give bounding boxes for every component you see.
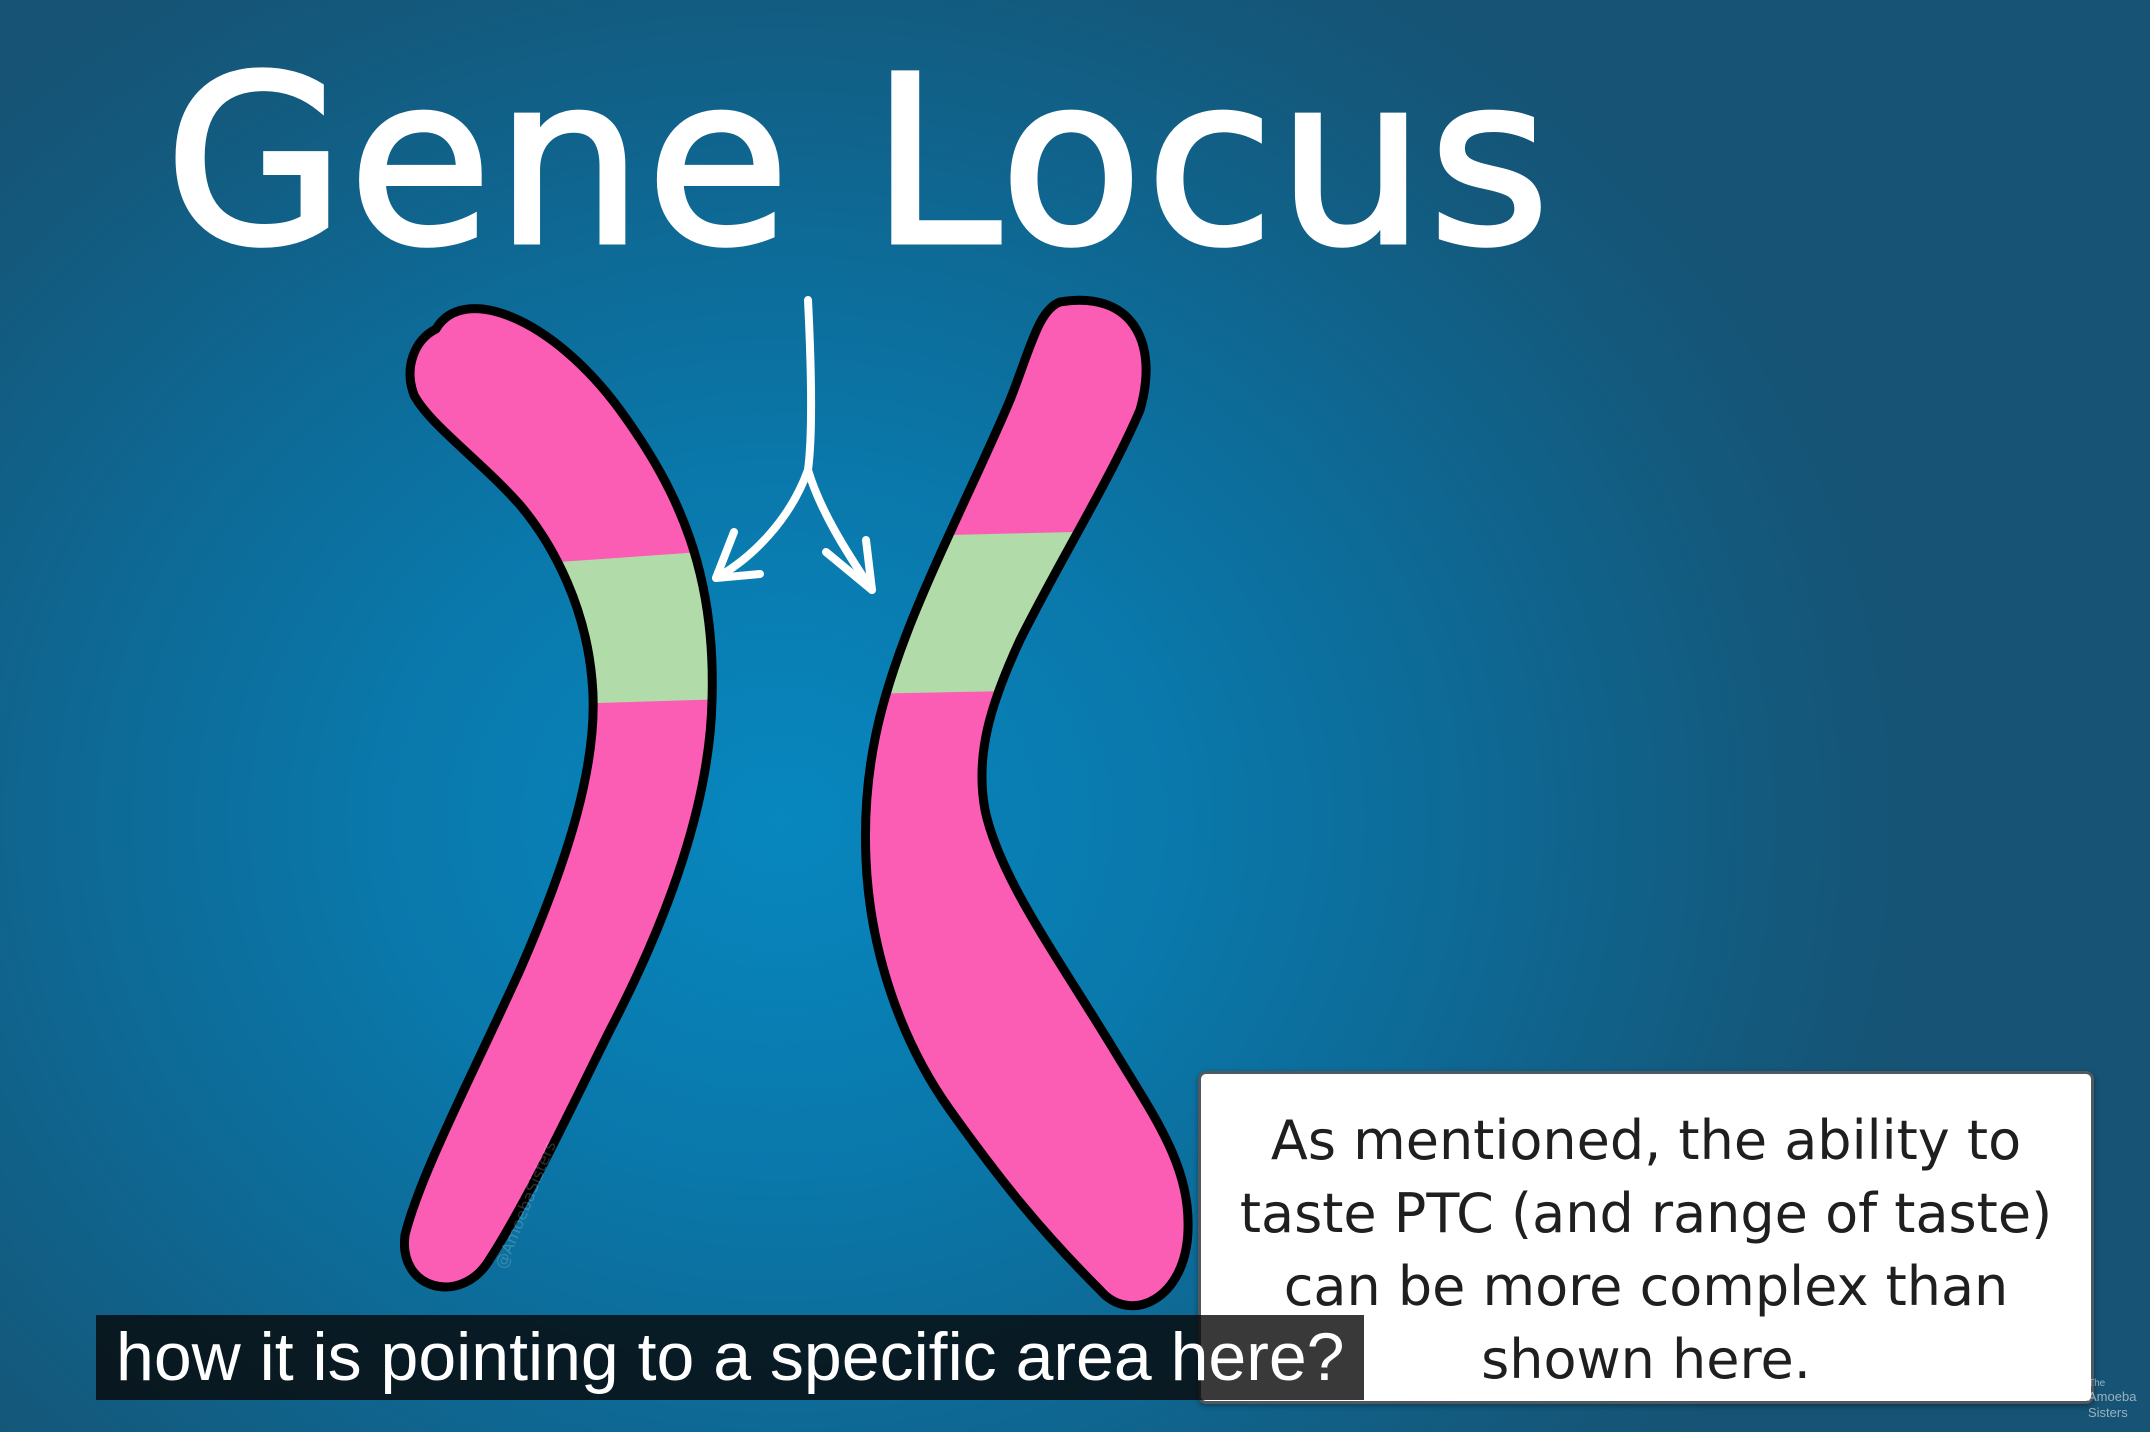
logo-line-1: The [2088,1378,2106,1389]
title-heading: Gene Locus [165,27,1554,297]
info-card-text: As mentioned, the ability to taste PTC (… [1239,1109,2053,1391]
caption-text: how it is pointing to a specific area he… [116,1319,1345,1395]
right-chromosome [861,295,1193,1311]
subtitle-caption: how it is pointing to a specific area he… [96,1315,1365,1400]
logo-line-2: Amoeba [2088,1389,2137,1404]
branching-arrow-icon [712,296,876,594]
left-chromosome [400,304,717,1292]
logo-line-3: Sisters [2088,1405,2128,1420]
info-card: As mentioned, the ability to taste PTC (… [1198,1071,2094,1404]
channel-logo: The Amoeba Sisters [2088,1378,2148,1421]
